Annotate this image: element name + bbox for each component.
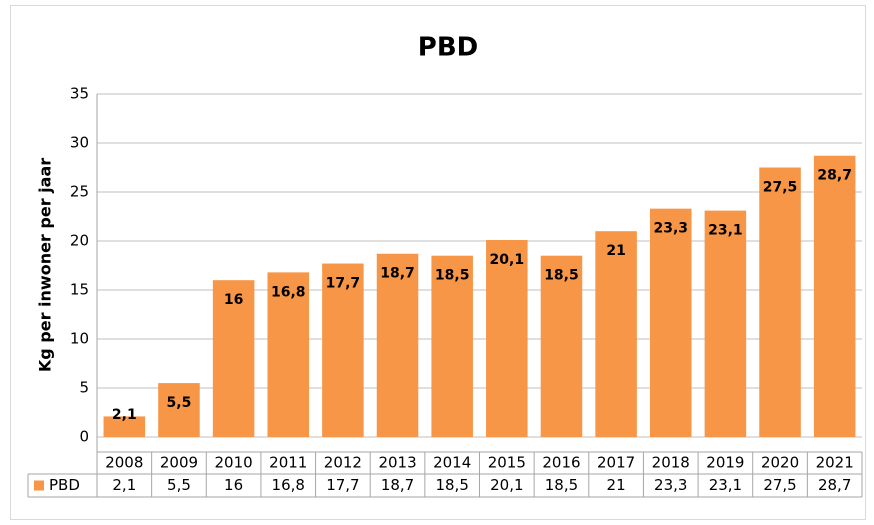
x-tick-label: 2020: [761, 454, 799, 472]
bar: [649, 208, 692, 437]
x-tick-label: 2008: [105, 454, 143, 472]
y-tick-label: 25: [70, 183, 89, 201]
y-tick-label: 20: [70, 232, 89, 250]
bar: [103, 416, 146, 437]
bar: [486, 240, 528, 437]
table-value: 23,1: [709, 476, 742, 494]
data-label: 23,1: [708, 223, 743, 239]
data-label: 5,5: [167, 395, 192, 411]
y-tick-label: 10: [70, 330, 89, 348]
x-tick-label: 2019: [706, 454, 744, 472]
table-value: 27,5: [763, 476, 796, 494]
x-tick-label: 2011: [269, 454, 307, 472]
table-value: 28,7: [818, 476, 851, 494]
y-tick-label: 35: [70, 85, 89, 103]
data-label: 16: [224, 292, 243, 308]
bar: [759, 167, 801, 437]
data-label: 18,5: [435, 268, 470, 284]
data-label: 21: [606, 243, 625, 259]
table-value: 16: [224, 476, 243, 494]
data-label: 23,3: [653, 221, 688, 237]
x-tick-label: 2010: [215, 454, 253, 472]
data-label: 20,1: [490, 252, 525, 268]
x-tick-label: 2017: [597, 454, 635, 472]
data-label: 18,7: [380, 266, 415, 282]
y-tick-label: 15: [70, 281, 89, 299]
bar: [376, 253, 419, 437]
bar: [212, 280, 255, 437]
table-value: 18,5: [435, 476, 468, 494]
data-label: 27,5: [763, 180, 798, 196]
y-tick-label: 0: [79, 428, 89, 446]
y-tick-label: 30: [70, 134, 89, 152]
data-label: 18,5: [544, 268, 579, 284]
table-value: 21: [607, 476, 626, 494]
x-tick-label: 2012: [324, 454, 362, 472]
bar: [158, 383, 200, 437]
bar: [322, 263, 364, 437]
chart-title: PBD: [418, 33, 478, 63]
x-tick-label: 2014: [433, 454, 471, 472]
table-value: 18,5: [545, 476, 578, 494]
x-tick-label: 2009: [160, 454, 198, 472]
table-value: 2,1: [112, 476, 136, 494]
x-tick-label: 2018: [652, 454, 690, 472]
table-value: 17,7: [326, 476, 359, 494]
x-tick-label: 2015: [488, 454, 526, 472]
data-label: 16,8: [271, 284, 306, 300]
data-label: 2,1: [112, 407, 137, 423]
data-label: 28,7: [817, 168, 852, 184]
x-tick-label: 2016: [542, 454, 580, 472]
table-value: 18,7: [381, 476, 414, 494]
y-tick-label: 5: [79, 379, 89, 397]
table-value: 5,5: [167, 476, 191, 494]
legend-label: PBD: [49, 476, 80, 494]
bar: [704, 210, 747, 437]
legend-key: [34, 480, 44, 491]
table-value: 20,1: [490, 476, 523, 494]
bar: [540, 255, 583, 437]
x-tick-label: 2013: [378, 454, 416, 472]
x-tick-label: 2021: [816, 454, 854, 472]
table-value: 23,3: [654, 476, 687, 494]
table-value: 16,8: [272, 476, 305, 494]
data-label: 17,7: [326, 276, 361, 292]
y-axis-label: Kg per inwoner per jaar: [36, 158, 55, 372]
bar: [267, 272, 310, 437]
bar: [595, 231, 637, 437]
bar: [813, 155, 856, 438]
bar: [431, 255, 473, 437]
